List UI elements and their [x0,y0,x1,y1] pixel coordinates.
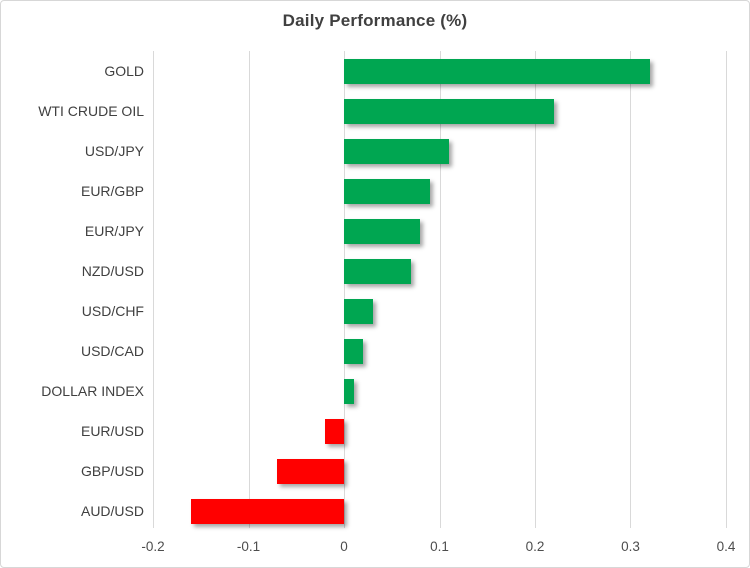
gridline-x-0.2 [535,51,536,528]
x-tick-label-0.3: 0.3 [621,539,640,554]
bar-nzd-usd [344,258,411,284]
bar-usd-chf [344,298,373,324]
category-label-eur-jpy: EUR/JPY [84,223,144,239]
bar-usd-cad [344,338,364,364]
category-label-gbp-usd: GBP/USD [80,463,144,479]
category-label-usd-cad: USD/CAD [80,343,144,359]
x-tick-label--0.2: -0.2 [141,539,165,554]
category-label-usd-chf: USD/CHF [81,303,144,319]
gridline-x-0.3 [630,51,631,528]
bar-eur-usd [324,418,344,444]
x-tick-label-0.2: 0.2 [525,539,545,554]
x-tick-label-0: 0 [340,539,348,554]
gridline-x-0 [344,51,345,528]
bar-wti-crude-oil [344,98,555,124]
category-label-gold: GOLD [104,63,144,79]
bar-gbp-usd [277,458,344,484]
category-label-dollar-index: DOLLAR INDEX [41,383,144,399]
bar-eur-gbp [344,178,430,204]
gridline-x--0.2 [153,51,154,528]
bar-gold [344,58,650,84]
gridline-x--0.1 [249,51,250,528]
bar-aud-usd [191,498,344,524]
bar-dollar-index [344,378,354,404]
gridline-x-0.1 [440,51,441,528]
bar-usd-jpy [344,138,450,164]
x-tick-label-0.4: 0.4 [716,539,736,554]
bar-eur-jpy [344,218,421,244]
x-tick-label--0.1: -0.1 [236,539,261,554]
category-label-eur-usd: EUR/USD [80,423,144,439]
category-label-usd-jpy: USD/JPY [84,143,144,159]
plot-area [153,51,727,531]
chart-title: Daily Performance (%) [282,11,468,30]
x-tick-label-0.1: 0.1 [430,539,449,554]
category-label-wti-crude-oil: WTI CRUDE OIL [38,103,144,119]
category-label-aud-usd: AUD/USD [80,503,144,519]
gridline-x-0.4 [726,51,727,528]
category-label-eur-gbp: EUR/GBP [80,183,144,199]
category-label-nzd-usd: NZD/USD [81,263,144,279]
